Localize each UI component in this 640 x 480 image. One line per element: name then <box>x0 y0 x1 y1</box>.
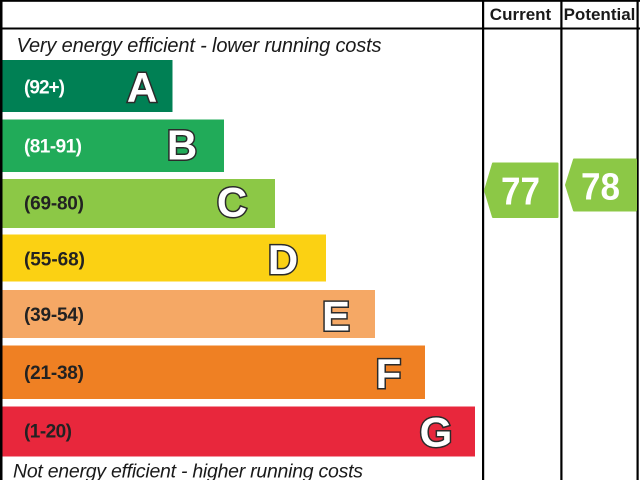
svg-text:(92+): (92+) <box>24 78 65 99</box>
svg-text:F: F <box>376 350 402 397</box>
svg-text:(39-54): (39-54) <box>24 305 84 326</box>
svg-text:G: G <box>420 409 453 456</box>
svg-text:Not energy efficient - higher: Not energy efficient - higher running co… <box>13 461 363 480</box>
svg-text:(1-20): (1-20) <box>24 422 72 443</box>
svg-text:Potential: Potential <box>564 5 636 24</box>
svg-text:A: A <box>127 64 157 111</box>
svg-text:77: 77 <box>501 171 540 214</box>
svg-text:E: E <box>322 293 350 340</box>
svg-text:Very energy efficient - lower: Very energy efficient - lower running co… <box>17 35 382 57</box>
svg-text:(69-80): (69-80) <box>24 194 84 215</box>
svg-text:(21-38): (21-38) <box>24 363 84 384</box>
svg-text:(81-91): (81-91) <box>24 137 82 158</box>
svg-text:B: B <box>167 122 197 169</box>
svg-text:78: 78 <box>581 167 620 209</box>
svg-text:Current: Current <box>490 5 552 24</box>
svg-text:C: C <box>217 179 247 226</box>
svg-text:D: D <box>268 236 298 283</box>
svg-text:(55-68): (55-68) <box>24 250 85 271</box>
